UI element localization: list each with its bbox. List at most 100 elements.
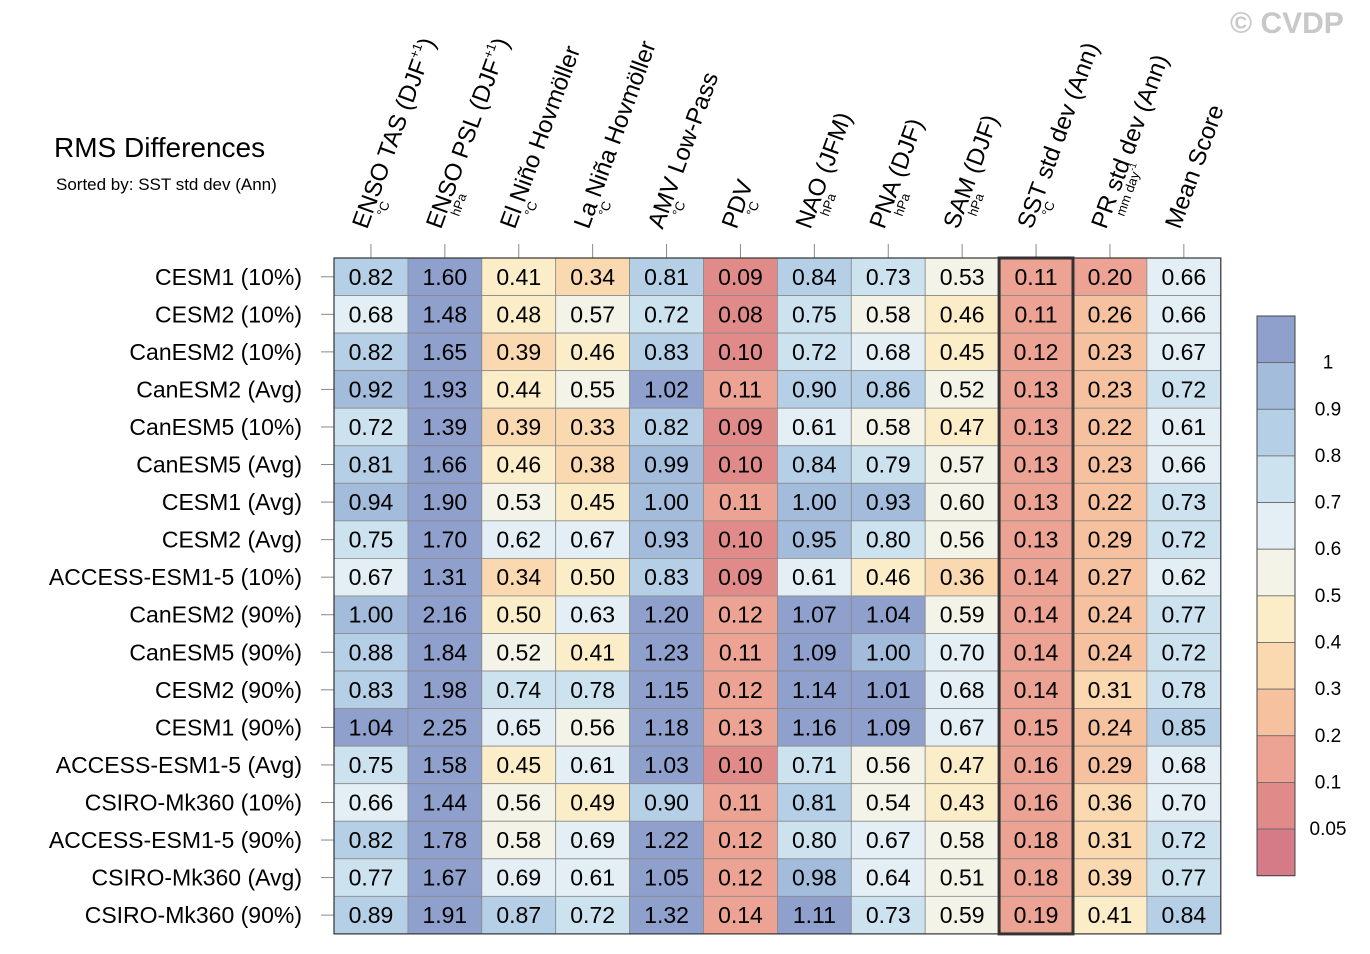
heatmap-cell — [924, 820, 1000, 860]
heatmap-cell — [850, 670, 926, 709]
heatmap-cell — [333, 407, 409, 447]
cell-value: 0.58 — [496, 827, 541, 853]
heatmap-cell — [998, 708, 1074, 747]
cell-value: 0.51 — [940, 865, 985, 891]
cell-value: 0.13 — [718, 714, 763, 740]
column-label: Mean Score — [1160, 101, 1230, 232]
cell-value: 0.75 — [349, 752, 394, 778]
heatmap-cell — [407, 370, 483, 409]
row-label: CESM2 (90%) — [155, 677, 302, 703]
colorbar: 1 0.9 0.8 0.7 0.6 0.5 0.4 0.3 0.2 0.1 0.05 — [1256, 315, 1346, 877]
cell-value: 0.61 — [570, 865, 615, 891]
heatmap-cell — [629, 745, 704, 785]
heatmap-cell — [481, 895, 557, 935]
cell-value: 0.67 — [349, 564, 394, 590]
heatmap-cell — [407, 858, 483, 897]
heatmap-cell — [629, 708, 704, 747]
cell-value: 0.83 — [644, 564, 689, 590]
cell-value: 0.72 — [1161, 639, 1206, 665]
colorbar-tick-label: 1 — [1323, 353, 1334, 374]
heatmap-cell — [703, 858, 778, 897]
heatmap-cell — [777, 670, 852, 709]
cell-value: 0.31 — [1088, 677, 1133, 703]
cell-value: 0.14 — [1014, 639, 1059, 665]
cell-value: 1.70 — [422, 527, 467, 553]
cell-value: 0.12 — [718, 827, 763, 853]
cell-value: 0.33 — [570, 414, 615, 440]
cell-value: 0.72 — [792, 339, 837, 365]
column-unit: °C — [669, 199, 688, 218]
cell-value: 0.46 — [940, 301, 985, 327]
heatmap-cell — [998, 482, 1074, 522]
cell-value: 0.23 — [1088, 376, 1133, 402]
heatmap-cell — [333, 295, 409, 334]
cell-value: 0.81 — [792, 789, 837, 815]
cell-value: 0.24 — [1088, 639, 1133, 665]
cell-value: 0.66 — [1161, 264, 1206, 290]
cell-value: 0.67 — [1161, 339, 1206, 365]
row-label: CanESM5 (Avg) — [136, 452, 302, 478]
column-label: El Niño Hovmöller — [495, 42, 586, 232]
cell-value: 0.72 — [1161, 527, 1206, 553]
heatmap-cell — [407, 670, 483, 709]
heatmap-cell — [850, 407, 926, 447]
cell-value: 0.11 — [719, 489, 762, 515]
heatmap-cell — [1072, 858, 1148, 897]
heatmap-cell — [1146, 520, 1222, 559]
cell-value: 0.45 — [496, 752, 541, 778]
heatmap-cell — [555, 257, 631, 296]
cell-value: 1.05 — [644, 865, 689, 891]
cell-value: 0.45 — [940, 339, 985, 365]
cell-value: 0.16 — [1014, 752, 1059, 778]
heatmap-frame — [333, 256, 1222, 936]
heatmap-cell — [998, 595, 1074, 634]
cell-value: 0.50 — [496, 602, 541, 628]
heatmap-cell — [629, 633, 704, 672]
cell-value: 1.09 — [866, 714, 911, 740]
heatmap-cell — [1146, 482, 1222, 522]
heatmap-cell — [1072, 595, 1148, 634]
cell-value: 1.66 — [422, 452, 467, 478]
cell-value: 1.02 — [644, 376, 689, 402]
heatmap-cell — [1146, 257, 1222, 296]
heatmap-cell — [333, 595, 409, 634]
cell-value: 1.60 — [422, 264, 467, 290]
cell-value: 0.67 — [570, 527, 615, 553]
cell-value: 0.34 — [496, 564, 541, 590]
heatmap-cell — [629, 445, 704, 484]
cell-value: 0.90 — [644, 789, 689, 815]
cell-value: 1.78 — [422, 827, 467, 853]
heatmap-cell — [777, 520, 852, 559]
cell-value: 1.15 — [644, 677, 689, 703]
heatmap-cell — [407, 482, 483, 522]
cell-value: 0.80 — [866, 527, 911, 553]
heatmap-cell — [703, 745, 778, 785]
cell-value: 0.67 — [866, 827, 911, 853]
row-label: CSIRO-Mk360 (10%) — [85, 789, 302, 815]
cell-value: 0.10 — [718, 339, 763, 365]
heatmap-cell — [1072, 295, 1148, 334]
heatmap-cell — [481, 445, 557, 484]
heatmap-cell — [1072, 820, 1148, 860]
row-label: ACCESS-ESM1-5 (10%) — [49, 564, 302, 590]
heatmap-cell — [850, 858, 926, 897]
cell-value: 0.74 — [496, 677, 541, 703]
heatmap-cell — [777, 482, 852, 522]
cell-value: 0.58 — [866, 301, 911, 327]
cell-value: 0.73 — [1161, 489, 1206, 515]
cell-value: 1.98 — [422, 677, 467, 703]
cell-value: 1.16 — [792, 714, 837, 740]
colorbar-tick-label: 0.3 — [1315, 679, 1341, 700]
heatmap-cell — [850, 783, 926, 822]
cell-value: 0.12 — [1014, 339, 1059, 365]
cell-value: 0.72 — [349, 414, 394, 440]
cell-value: 0.82 — [644, 414, 689, 440]
cell-value: 0.47 — [940, 414, 985, 440]
heatmap-cell — [703, 820, 778, 860]
heatmap-cell — [998, 783, 1074, 822]
heatmap-cell — [1072, 407, 1148, 447]
cell-value: 0.63 — [570, 602, 615, 628]
cell-value: 0.22 — [1088, 489, 1133, 515]
heatmap-cell — [1146, 820, 1222, 860]
colorbar-swatch — [1256, 502, 1296, 550]
